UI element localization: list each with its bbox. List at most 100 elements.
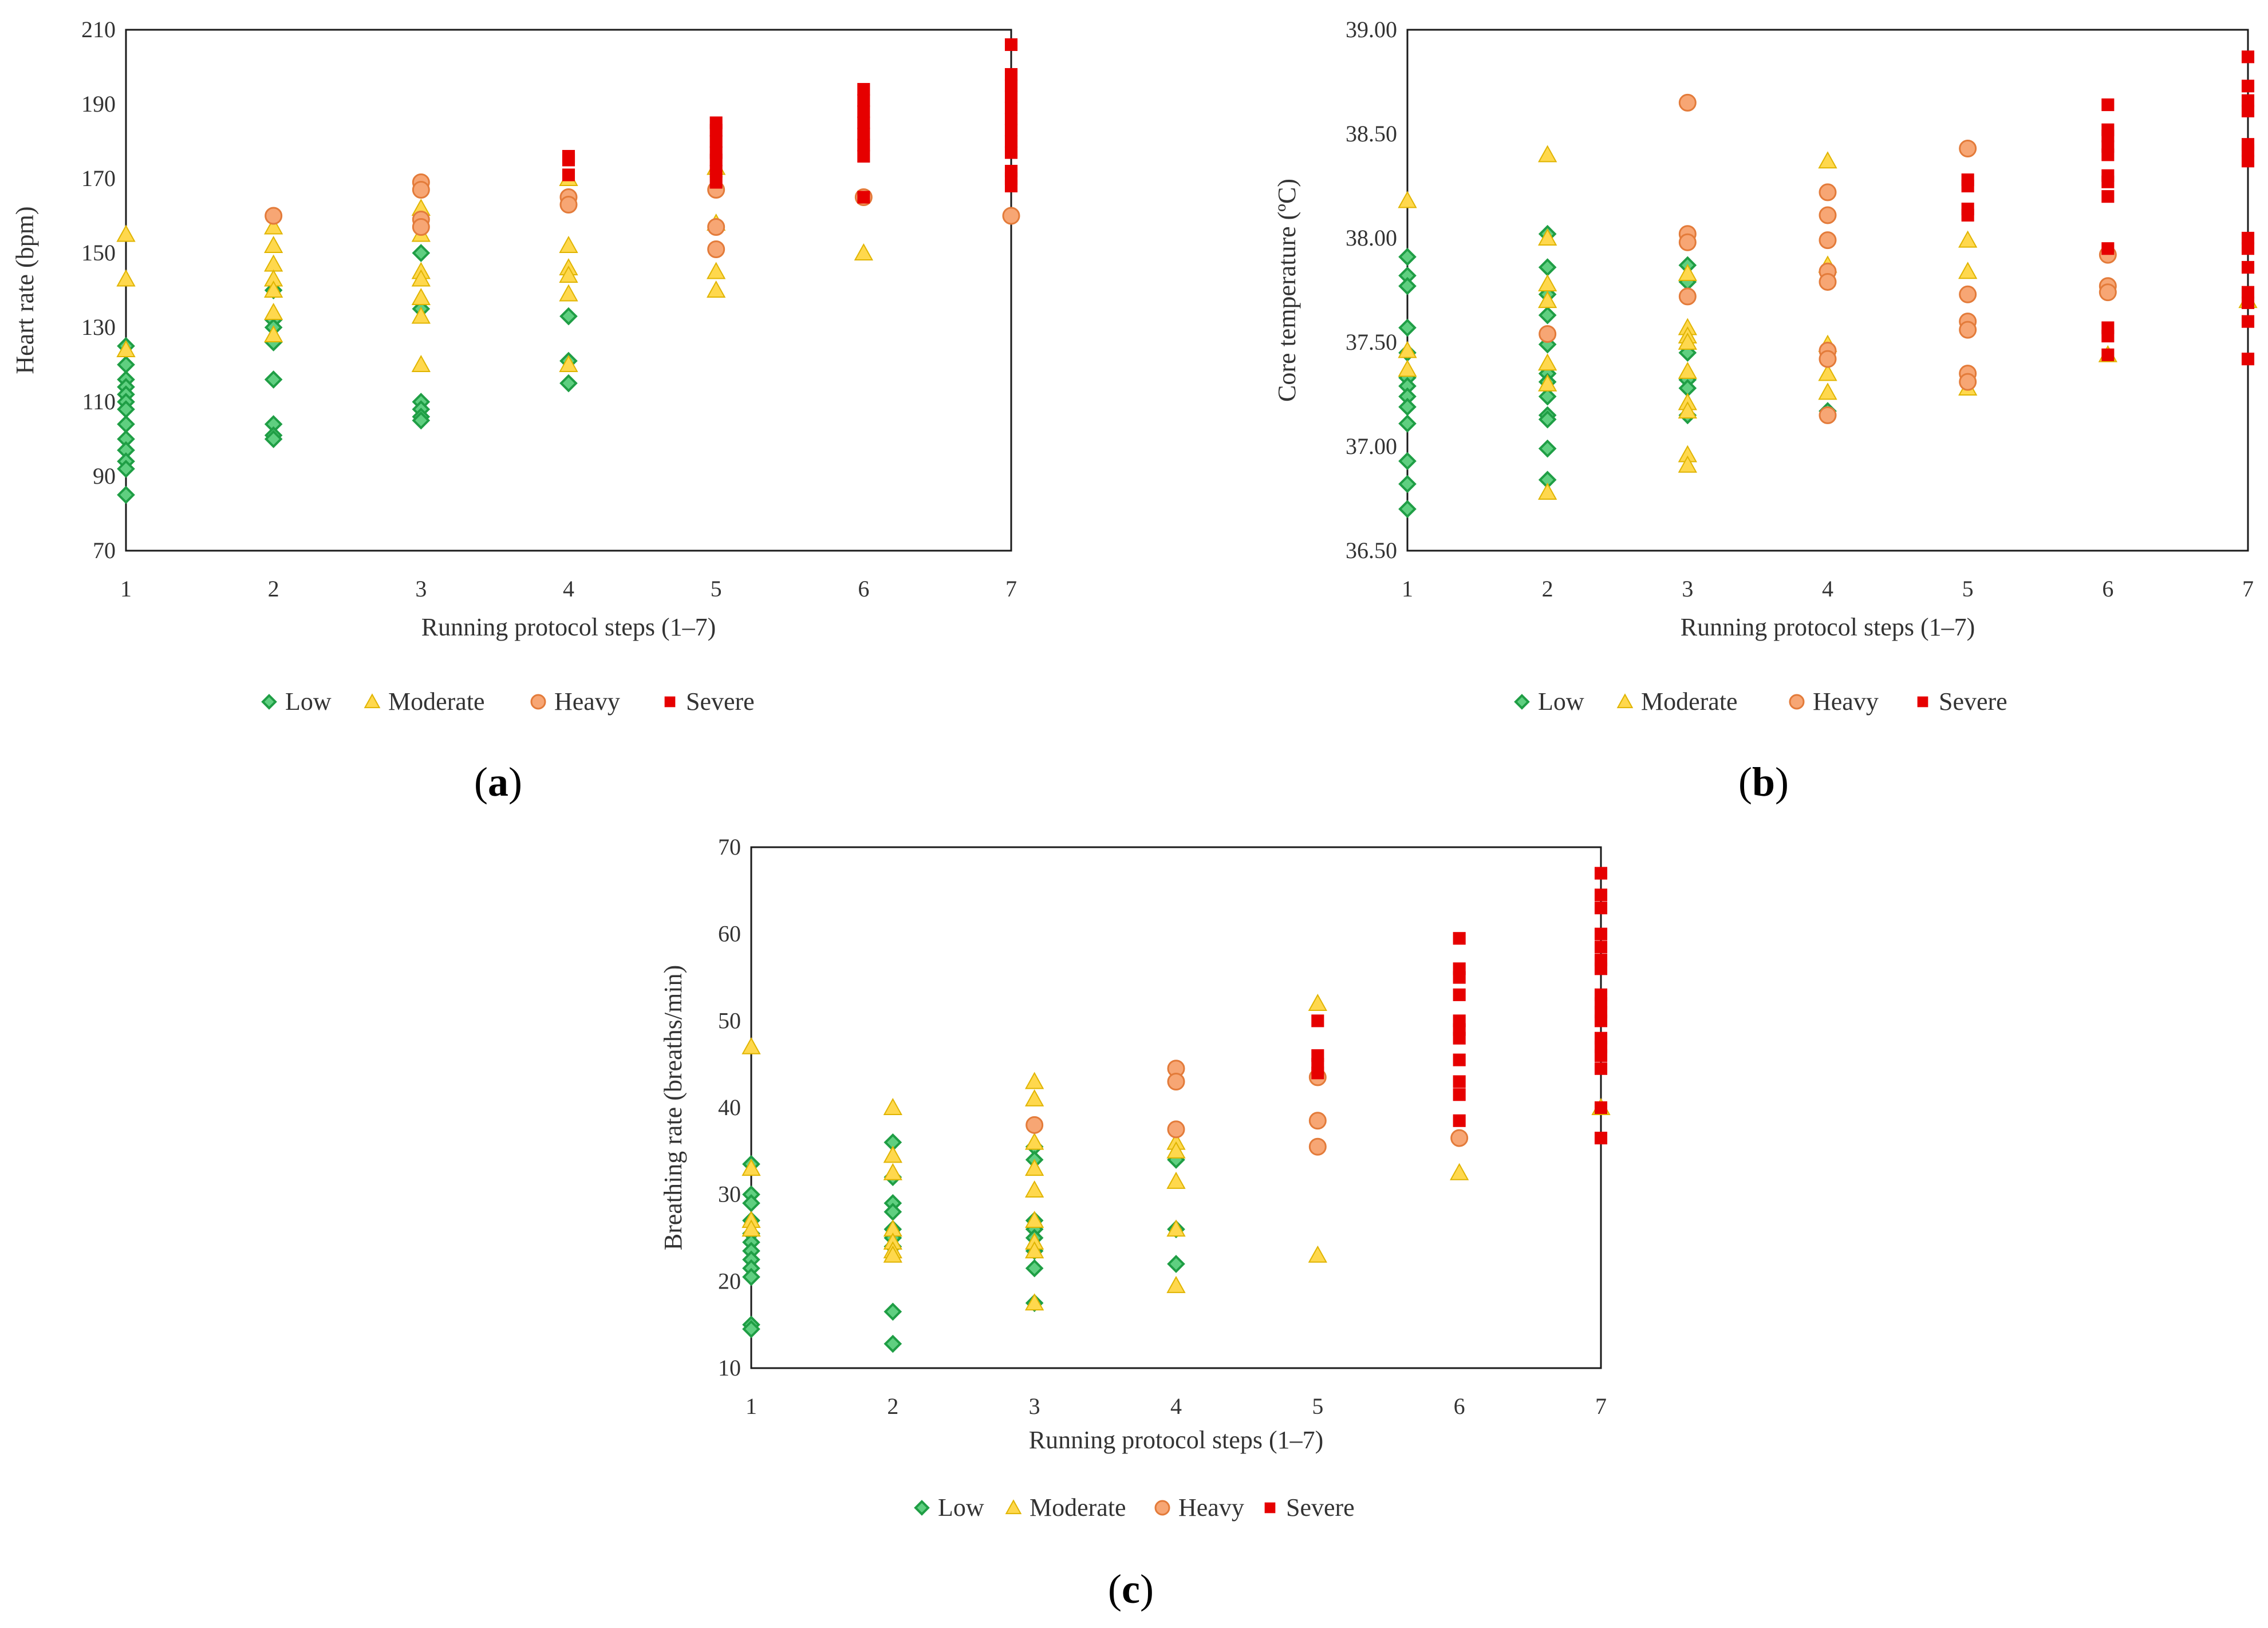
data-point-heavy [1959, 321, 1977, 339]
data-point-severe [1594, 902, 1608, 915]
y-axis-label: Breathing rate (breaths/min) [659, 965, 687, 1250]
x-tick-label: 4 [1822, 576, 1833, 602]
chart-b: 36.50 37.00 37.50 38.00 38.50 39.00 1 2 3 4 5 6 7 Run… [1273, 17, 2258, 805]
data-point-heavy [1002, 207, 1020, 225]
data-point-moderate [883, 1097, 902, 1115]
data-point-severe [857, 191, 870, 204]
data-point-severe [562, 168, 575, 181]
chart-a: 70 90 110 130 150 170 190 210 1 2 3 4 5 6 7 Running pro… [11, 17, 1020, 805]
data-point-low [742, 1194, 760, 1212]
y-tick-label: 30 [718, 1182, 741, 1207]
legend-marker-low [261, 694, 277, 710]
data-point-severe [857, 116, 870, 129]
data-point-low [1538, 410, 1557, 429]
data-point-moderate [741, 1159, 761, 1176]
data-point-heavy [1678, 233, 1697, 251]
x-tick-label: 4 [1170, 1393, 1182, 1419]
panel-label: (a) [474, 759, 522, 805]
data-point-heavy [2099, 283, 2117, 302]
x-tick-label: 7 [1005, 576, 1017, 602]
legend-marker-low [914, 1500, 930, 1516]
data-point-moderate [264, 302, 283, 320]
x-tick-label: 5 [711, 576, 722, 602]
data-point-moderate [559, 354, 578, 372]
x-tick-label: 7 [1595, 1393, 1607, 1419]
x-tick-label: 6 [1454, 1393, 1465, 1419]
data-point-moderate [1166, 1219, 1186, 1237]
data-point-severe [1004, 79, 1018, 92]
data-point-moderate [707, 280, 726, 298]
data-point-heavy [412, 218, 430, 236]
y-tick-label: 60 [718, 921, 741, 947]
data-point-severe [1453, 1032, 1466, 1045]
data-point-severe [2241, 286, 2255, 299]
data-point-severe [2241, 80, 2255, 93]
data-point-low [1167, 1255, 1185, 1273]
legend-marker-moderate [1005, 1499, 1022, 1515]
data-point-moderate [411, 354, 431, 372]
legend-label-low: Low [285, 687, 332, 716]
legend-marker-heavy [1154, 1500, 1170, 1516]
data-point-low [264, 370, 283, 389]
data-point-heavy [1819, 272, 1837, 291]
y-tick-label: 70 [93, 538, 116, 563]
data-point-low [1398, 414, 1417, 433]
y-tick-label: 36.50 [1346, 538, 1397, 563]
data-point-moderate [883, 1245, 902, 1263]
data-point-low [1398, 276, 1417, 295]
data-point-moderate [116, 224, 136, 242]
x-tick-label: 1 [746, 1393, 757, 1419]
data-point-severe [2241, 353, 2255, 366]
data-point-low [412, 411, 431, 430]
data-point-low [117, 485, 135, 504]
y-tick-label: 170 [81, 165, 116, 191]
data-point-moderate [883, 1145, 902, 1163]
data-point-severe [1004, 124, 1018, 137]
data-point-moderate [559, 284, 578, 302]
data-point-heavy [1167, 1120, 1185, 1139]
data-point-severe [1453, 1088, 1466, 1101]
x-tick-label: 1 [1402, 576, 1413, 602]
data-point-moderate [264, 217, 283, 235]
data-point-heavy [1308, 1137, 1327, 1156]
data-point-low [742, 1267, 760, 1286]
data-point-severe [857, 139, 870, 152]
data-point-heavy [559, 196, 578, 214]
data-point-low [883, 1334, 902, 1353]
panel-letter: b [1752, 759, 1775, 805]
y-tick-label: 150 [81, 240, 116, 266]
data-point-severe [1004, 112, 1018, 126]
legend-marker-moderate [364, 693, 381, 709]
data-point-heavy [707, 240, 725, 258]
y-tick-label: 50 [718, 1007, 741, 1033]
data-point-severe [1453, 971, 1466, 984]
data-point-severe [857, 82, 870, 96]
data-point-low [559, 374, 578, 393]
data-point-severe [2101, 129, 2115, 143]
data-point-severe [2241, 315, 2255, 328]
data-point-low [1398, 318, 1417, 337]
data-point-severe [709, 176, 723, 189]
x-tick-label: 3 [1682, 576, 1693, 602]
data-point-severe [1594, 927, 1608, 941]
x-tick-label: 6 [858, 576, 869, 602]
data-point-heavy [1678, 93, 1697, 112]
data-point-moderate [1166, 1171, 1186, 1189]
data-point-severe [1594, 1101, 1608, 1115]
data-point-severe [1961, 208, 1974, 222]
data-point-low [1538, 258, 1557, 276]
data-point-severe [1004, 179, 1018, 193]
data-point-moderate [1166, 1141, 1186, 1159]
data-point-moderate [1025, 1180, 1044, 1198]
data-point-severe [2101, 330, 2115, 343]
legend: Low Moderate Heavy Severe [261, 687, 755, 716]
legend-label-low: Low [938, 1493, 984, 1522]
data-point-severe [1961, 179, 1974, 193]
data-point-moderate [264, 325, 283, 342]
data-point-severe [2101, 190, 2115, 203]
y-tick-label: 210 [81, 17, 116, 42]
x-tick-label: 5 [1962, 576, 1974, 602]
data-point-moderate [116, 339, 136, 357]
y-tick-label: 37.50 [1346, 329, 1397, 355]
data-point-moderate [1025, 1089, 1044, 1107]
